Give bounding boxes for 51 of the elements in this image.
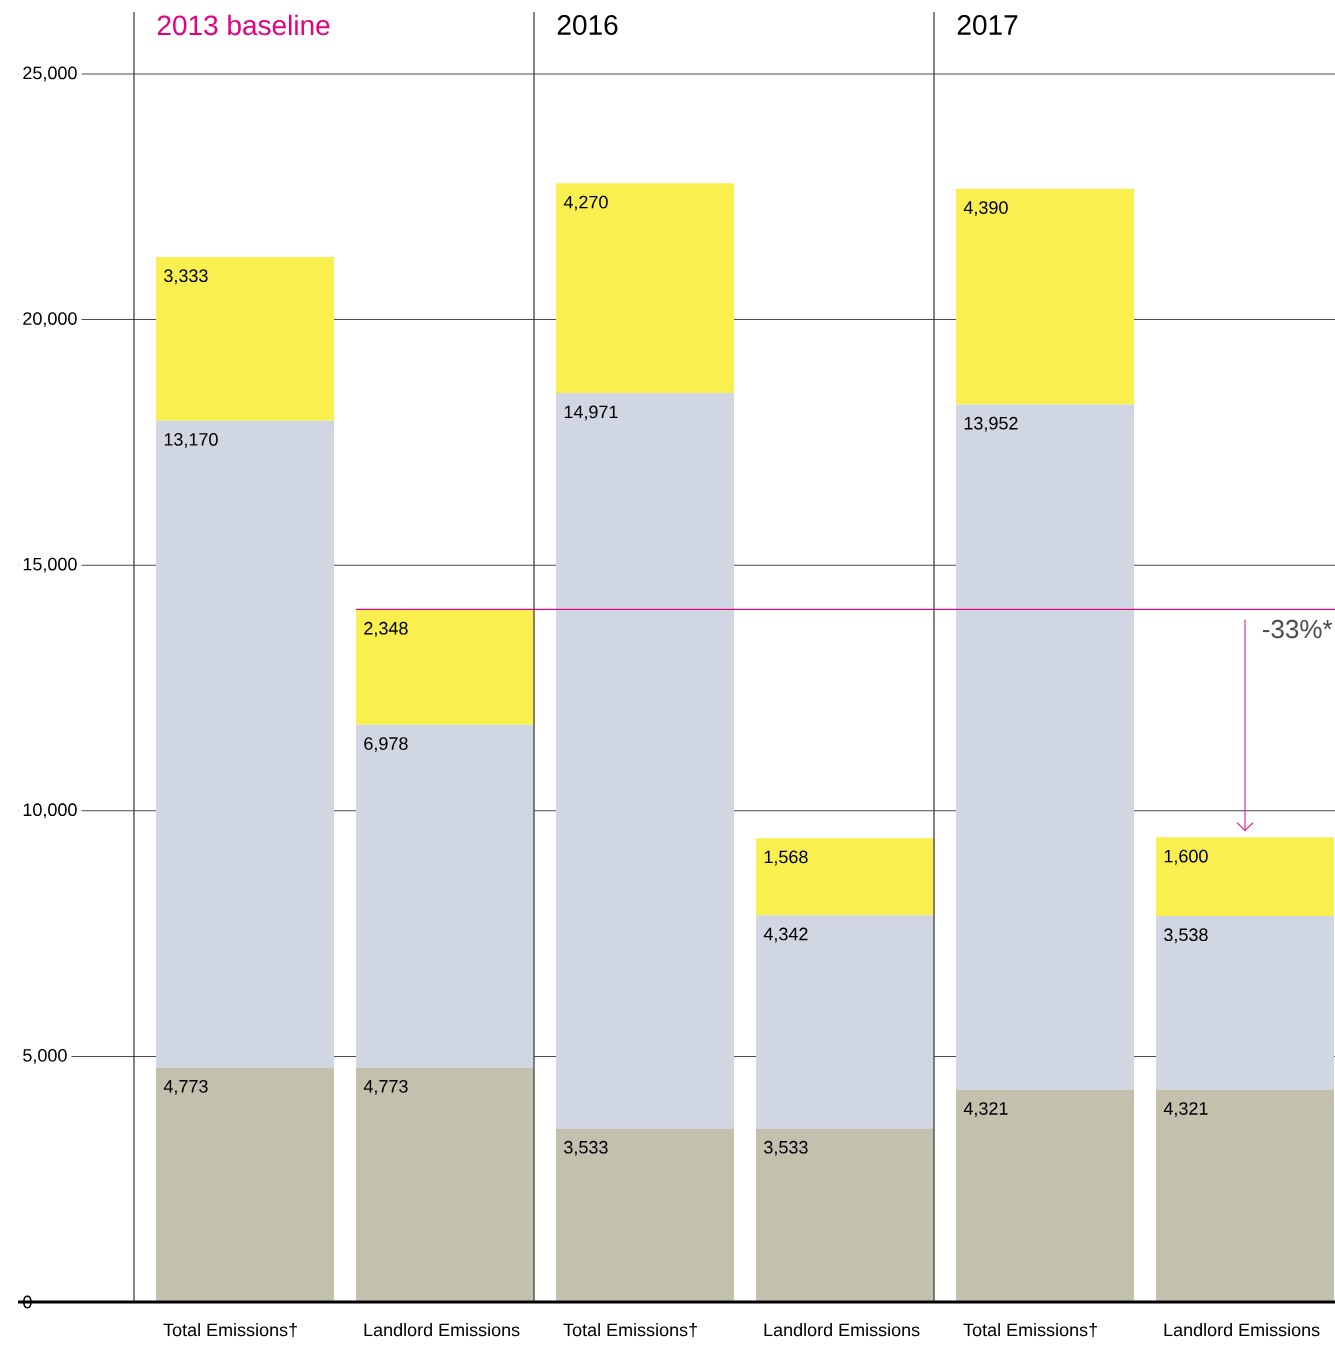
bar [356, 1067, 534, 1302]
y-tick-label: 10,000 [23, 803, 77, 819]
data-label: 6,978 [364, 737, 408, 753]
bar [356, 609, 534, 725]
data-label: 4,321 [1163, 1102, 1208, 1118]
bar [1156, 1089, 1335, 1302]
bar [956, 188, 1134, 405]
data-label: 3,333 [164, 269, 208, 285]
bar [556, 393, 734, 1129]
data-label: 3,538 [1164, 928, 1208, 944]
data-label: 4,342 [763, 927, 808, 943]
annotation: -33%* [1262, 619, 1333, 639]
data-label: 4,270 [563, 195, 608, 211]
data-label: 1,568 [764, 850, 808, 866]
data-label: 4,321 [963, 1102, 1008, 1118]
x-tick-label: Total Emissions† [963, 1323, 1097, 1338]
bar [956, 404, 1134, 1090]
y-tick-label: 20,000 [23, 312, 77, 328]
bar [156, 420, 334, 1068]
x-tick-label: Landlord Emissions [764, 1323, 920, 1337]
x-tick-label: Landlord Emissions [364, 1323, 520, 1337]
bar [356, 724, 534, 1068]
data-label: 3,533 [564, 1140, 608, 1156]
data-label: 13,170 [164, 433, 218, 448]
y-tick-label: 25,000 [23, 66, 77, 82]
data-label: 2,348 [364, 621, 408, 637]
bar [1156, 837, 1335, 916]
x-tick-label: Total Emissions† [563, 1323, 697, 1338]
bar [156, 1067, 334, 1302]
bar [556, 1128, 734, 1302]
x-tick-label: Total Emissions† [163, 1323, 297, 1338]
y-tick-label: 15,000 [23, 557, 77, 573]
data-label: 4,773 [163, 1079, 208, 1095]
data-label: 4,390 [963, 201, 1008, 217]
text: 2017 [957, 15, 1018, 35]
bar [756, 915, 935, 1129]
data-label: 13,952 [964, 416, 1018, 432]
bar [956, 1089, 1134, 1302]
bar [756, 838, 935, 916]
text: 2013 baseline [157, 14, 330, 36]
bar [1156, 915, 1335, 1090]
data-label: 4,773 [363, 1079, 408, 1095]
data-label: 14,971 [564, 405, 618, 421]
x-tick-label: Landlord Emissions [1164, 1323, 1320, 1337]
bar [556, 183, 734, 394]
y-tick-label: 5,000 [23, 1048, 67, 1064]
text: 2016 [557, 15, 618, 35]
bar [156, 256, 334, 421]
data-label: 3,533 [764, 1140, 808, 1156]
data-label: 1,600 [1164, 849, 1208, 865]
bar [756, 1128, 935, 1302]
